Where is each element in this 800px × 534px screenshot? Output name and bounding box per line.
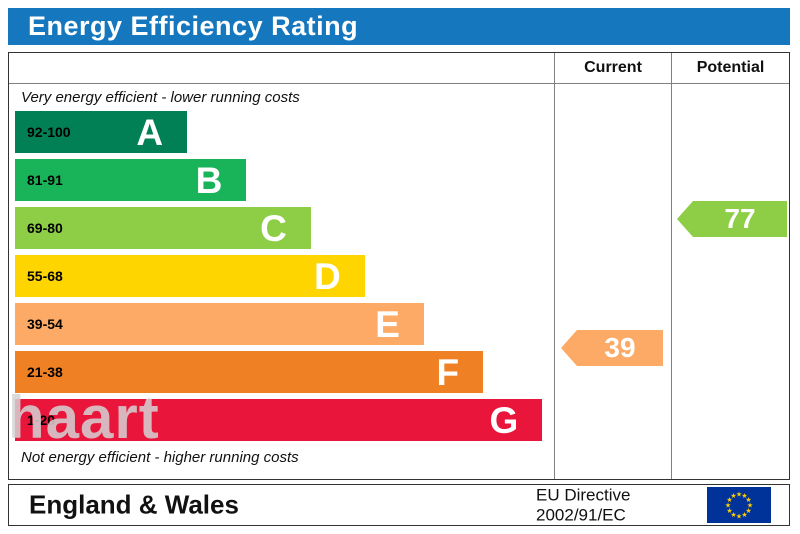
band-f-letter: F	[436, 351, 460, 393]
current-arrow-point-icon	[561, 330, 577, 366]
current-column-divider	[554, 53, 555, 479]
svg-text:★: ★	[726, 507, 732, 515]
potential-arrow-point-icon	[677, 201, 693, 237]
eu-directive-label: EU Directive 2002/91/EC	[536, 485, 630, 524]
band-d-letter: D	[313, 255, 341, 297]
band-c-range: 69-80	[27, 220, 63, 236]
band-a: 92-100 A	[15, 111, 188, 153]
band-c: 69-80 C	[15, 207, 311, 249]
eu-flag-icon: ★ ★ ★ ★ ★ ★ ★ ★ ★ ★ ★ ★	[707, 487, 771, 523]
rating-bands: 92-100 A 81-91 B 69-80 C 55-68 D 39-54 E…	[15, 111, 553, 441]
band-a-letter: A	[136, 111, 164, 153]
svg-text:★: ★	[725, 502, 731, 510]
svg-text:★: ★	[747, 502, 753, 510]
current-column-header: Current	[584, 59, 642, 76]
svg-text:★: ★	[726, 496, 732, 504]
chart-title-bar: Energy Efficiency Rating	[8, 8, 790, 45]
band-f: 21-38 F	[15, 351, 484, 393]
svg-text:★: ★	[736, 513, 742, 521]
svg-text:★: ★	[730, 511, 736, 519]
svg-text:★: ★	[745, 507, 751, 515]
band-b-letter: B	[195, 159, 223, 201]
band-e-letter: E	[375, 303, 400, 345]
current-rating-arrow: 39	[561, 330, 663, 366]
region-label: England & Wales	[29, 489, 239, 520]
eu-directive-line2: 2002/91/EC	[536, 505, 626, 524]
bottom-caption: Not energy efficient - higher running co…	[21, 449, 299, 466]
band-g-letter: G	[489, 399, 519, 441]
svg-text:★: ★	[741, 492, 747, 500]
svg-text:★: ★	[741, 511, 747, 519]
svg-text:★: ★	[745, 496, 751, 504]
band-b-range: 81-91	[27, 172, 63, 188]
band-c-letter: C	[260, 207, 287, 249]
band-a-range: 92-100	[27, 124, 71, 140]
band-g: 1-20 G	[15, 399, 543, 441]
potential-column-header: Potential	[696, 59, 765, 76]
band-d: 55-68 D	[15, 255, 365, 297]
band-d-range: 55-68	[27, 268, 63, 284]
footer: England & Wales EU Directive 2002/91/EC …	[8, 484, 790, 526]
header-row-divider	[9, 83, 789, 84]
svg-text:★: ★	[730, 492, 736, 500]
band-f-range: 21-38	[27, 364, 63, 380]
eu-directive-line1: EU Directive	[536, 485, 631, 505]
current-rating-value: 39	[577, 330, 663, 366]
rating-table: Current Potential Very energy efficient …	[8, 52, 790, 480]
band-e-range: 39-54	[27, 316, 63, 332]
potential-rating-arrow: 77	[677, 201, 787, 237]
top-caption: Very energy efficient - lower running co…	[21, 89, 300, 106]
band-g-range: 1-20	[27, 412, 56, 428]
band-e: 39-54 E	[15, 303, 424, 345]
potential-column-divider	[671, 53, 672, 479]
chart-title: Energy Efficiency Rating	[28, 11, 359, 41]
svg-text:★: ★	[736, 491, 742, 499]
watermark: haart	[8, 384, 160, 451]
band-b: 81-91 B	[15, 159, 247, 201]
potential-rating-value: 77	[693, 201, 787, 237]
